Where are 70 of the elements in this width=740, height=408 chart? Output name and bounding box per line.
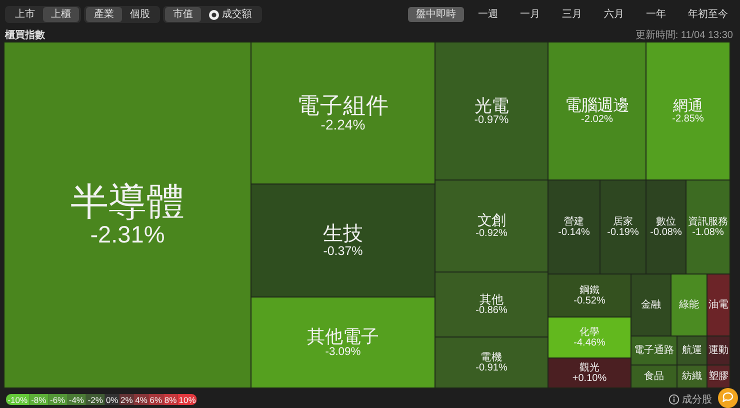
text: 六月 — [604, 8, 624, 22]
data-label: -2.31% — [90, 222, 165, 248]
category-label: 紡織 — [682, 370, 702, 382]
data-label: -0.19% — [607, 226, 639, 238]
category-label: 航運 — [682, 344, 702, 356]
data-label: -0.08% — [650, 226, 682, 238]
button-group: 上市 上櫃 — [5, 6, 81, 23]
category-label: 居家 — [613, 215, 633, 228]
text: 櫃買指數 — [5, 28, 45, 42]
data-label: -0.37% — [323, 244, 363, 258]
category-label: 塑膠 — [708, 370, 728, 382]
text: -2% — [88, 395, 104, 405]
category-label: 化學 — [580, 326, 600, 338]
text: 2% — [120, 395, 134, 405]
category-label: 數位 — [656, 215, 676, 228]
segment-button: 上櫃 — [43, 7, 79, 22]
category-label: 綠能 — [678, 298, 699, 310]
data-label: -0.92% — [476, 228, 508, 239]
category-label: 電子通路 — [634, 344, 674, 356]
text: 6% — [150, 395, 162, 405]
data-label: +0.10% — [572, 372, 607, 384]
data-label: -0.86% — [476, 305, 508, 316]
category-label: 電機 — [480, 351, 502, 364]
category-label: 鋼鐵 — [580, 284, 600, 296]
text: 一月 — [520, 8, 540, 22]
data-label: -1.08% — [692, 226, 724, 238]
category-label: 半導體 — [70, 182, 184, 224]
tab-button: 盤中即時 — [408, 7, 464, 22]
button-group: 市值 成交額 — [163, 6, 262, 23]
category-label: 生技 — [323, 222, 363, 245]
category-label: 資訊服務 — [688, 215, 728, 228]
text: 三月 — [562, 8, 582, 22]
text: 8% — [164, 395, 178, 405]
data-label: -2.24% — [320, 116, 366, 133]
category-label: 電子組件 — [297, 93, 389, 118]
category-label: 網通 — [672, 97, 703, 114]
text: 成分股 — [682, 394, 712, 406]
data-label: -3.09% — [325, 346, 361, 358]
category-label: 運動 — [708, 344, 728, 356]
data-label: -0.97% — [474, 114, 510, 126]
text: 10% — [178, 395, 196, 405]
data-label: -0.52% — [574, 295, 606, 306]
category-label: 其他 — [480, 292, 504, 306]
data-label: -0.14% — [558, 226, 590, 238]
category-label: 油電 — [708, 298, 728, 310]
category-label: 其他電子 — [307, 326, 379, 347]
text: 年初至今 — [688, 8, 728, 22]
category-label: 電腦週邊 — [565, 96, 629, 115]
text: 4% — [135, 395, 148, 405]
segment-button: 市值 — [165, 7, 201, 22]
button-group: 產業 個股 — [84, 6, 160, 23]
text: -8% — [31, 395, 47, 405]
segment-button: 產業 — [86, 7, 122, 22]
text: -6% — [50, 395, 66, 405]
category-label: 營建 — [564, 215, 584, 228]
text: -4% — [68, 395, 84, 405]
text: 更新時間: 11/04 13:30 — [635, 28, 733, 42]
data-label: -0.91% — [476, 362, 508, 374]
category-label: 金融 — [641, 298, 661, 310]
data-label: -2.02% — [581, 114, 613, 125]
text: 一年 — [646, 8, 666, 22]
category-label: 文創 — [478, 212, 506, 229]
category-label: 食品 — [644, 370, 664, 382]
text: -10% — [8, 395, 28, 405]
data-label: -2.85% — [672, 113, 704, 124]
text: 一週 — [478, 8, 498, 22]
text: 0% — [106, 395, 119, 405]
category-label: 觀光 — [580, 361, 600, 374]
category-label: 光電 — [474, 95, 508, 116]
data-label: -4.46% — [574, 337, 606, 348]
